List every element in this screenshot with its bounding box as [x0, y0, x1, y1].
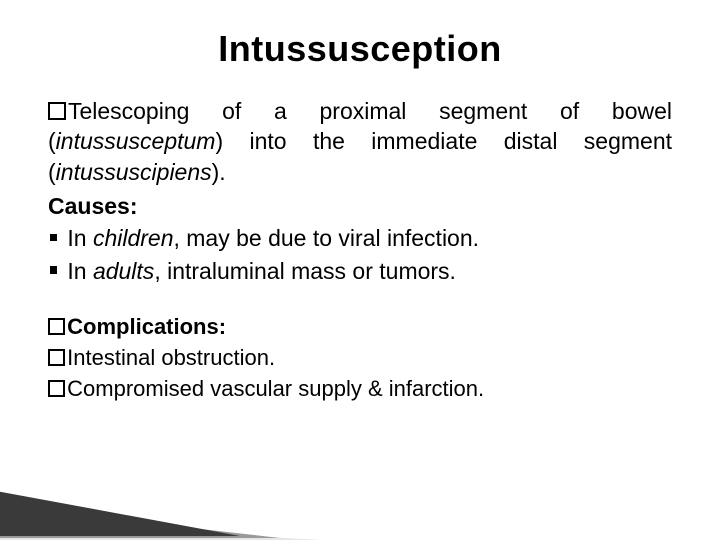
corner-wedge-icon [0, 474, 320, 540]
comp-label: Complications: [67, 314, 226, 339]
causes-heading: Causes: [48, 191, 672, 221]
complications-block: Complications: Intestinal obstruction. C… [48, 312, 672, 403]
slide: Intussusception Telescoping of a proxima… [0, 0, 720, 540]
comp2-rest: vascular supply & infarction. [204, 376, 484, 401]
checkbox-icon [48, 380, 65, 397]
spacer [48, 288, 672, 312]
slide-title: Intussusception [48, 28, 672, 70]
cause2-post: , intraluminal mass or tumors. [154, 258, 456, 284]
body-content: Telescoping of a proximal segment of bow… [48, 96, 672, 403]
term-intussuscipiens: intussuscipiens [56, 159, 212, 185]
comp2-lead: Compromised [67, 376, 204, 401]
cause-item-1: In children, may be due to viral infecti… [48, 223, 672, 253]
wedge-stripe-2 [0, 504, 280, 538]
def-text-c: ). [212, 159, 226, 185]
checkbox-icon [48, 318, 65, 335]
cause1-post: , may be due to viral infection. [173, 225, 479, 251]
wedge-stripe-1 [0, 520, 320, 540]
comp1-rest: obstruction. [155, 345, 275, 370]
def-lead: Telescoping [68, 98, 189, 124]
cause-item-2: In adults, intraluminal mass or tumors. [48, 256, 672, 286]
square-bullet-icon [50, 234, 57, 241]
complication-1: Intestinal obstruction. [48, 343, 672, 372]
term-intussusceptum: intussusceptum [56, 128, 216, 154]
cause2-em: adults [93, 258, 154, 284]
cause1-em: children [93, 225, 174, 251]
cause2-pre: In [67, 258, 93, 284]
comp1-lead: Intestinal [67, 345, 155, 370]
cause1-pre: In [67, 225, 93, 251]
complications-heading: Complications: [48, 312, 672, 341]
definition-paragraph: Telescoping of a proximal segment of bow… [48, 96, 672, 187]
checkbox-icon [48, 349, 65, 366]
square-bullet-icon [50, 266, 57, 273]
complication-2: Compromised vascular supply & infarction… [48, 374, 672, 403]
wedge-stripe-3 [0, 488, 240, 536]
checkbox-icon [48, 102, 66, 120]
